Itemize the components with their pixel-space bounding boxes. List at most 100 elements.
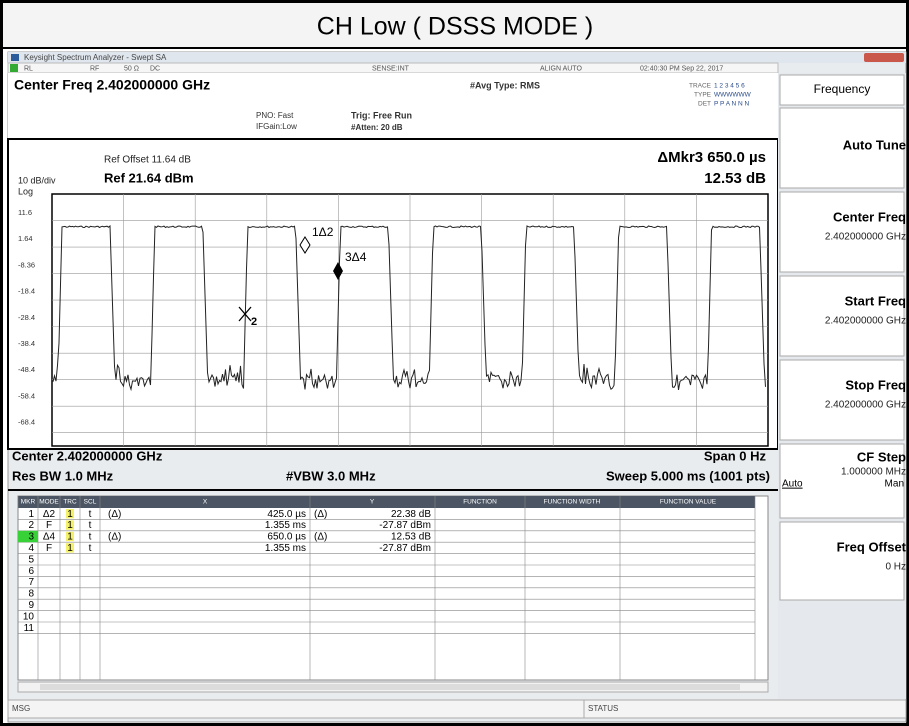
status: STATUS — [588, 704, 618, 713]
softkey[interactable] — [779, 107, 905, 189]
table-cell: 1 — [67, 532, 73, 543]
softkey-value: 2.402000000 GHz — [825, 400, 906, 411]
footer-center: Center 2.402000000 GHz — [12, 448, 163, 463]
softkey[interactable] — [779, 443, 905, 519]
softkey[interactable] — [779, 521, 905, 601]
table-cell: (Δ) — [314, 532, 327, 543]
status-item: DC — [150, 65, 160, 72]
table-cell: 650.0 µs — [267, 532, 306, 543]
status-item: RF — [90, 65, 99, 72]
title-band — [3, 3, 906, 47]
window-buttons[interactable] — [864, 53, 904, 62]
table-cell: 2 — [28, 520, 34, 531]
marker-label: 2 — [251, 316, 257, 328]
scale: 10 dB/div — [18, 175, 56, 185]
table-header-cell: MKR — [21, 499, 36, 506]
table-cell: t — [89, 543, 92, 554]
softkey-label: Center Freq — [833, 209, 906, 224]
table-header-cell: TRC — [63, 499, 77, 506]
pno: PNO: Fast — [256, 111, 294, 120]
table-cell: 6 — [28, 566, 34, 577]
trace-color — [66, 531, 74, 542]
window-title: Keysight Spectrum Analyzer - Swept SA — [24, 53, 167, 62]
trace-info-value: 1 2 3 4 5 6 — [714, 83, 745, 90]
marker-label: 3Δ4 — [345, 250, 367, 264]
trace — [52, 224, 766, 392]
table-cell: t — [89, 532, 92, 543]
y-axis-label: -48.4 — [18, 365, 35, 374]
y-axis-label: -18.4 — [18, 287, 35, 296]
softkey[interactable] — [779, 275, 905, 357]
table-header-cell: SCL — [84, 499, 97, 506]
table-cell: F — [46, 543, 52, 554]
table-header-cell: X — [203, 499, 208, 506]
trace-info-value: P P A N N N — [714, 101, 749, 108]
softkey-label: Auto Tune — [843, 137, 906, 152]
softkey-label: Stop Freq — [845, 377, 906, 392]
window-titlebar — [8, 52, 906, 63]
trace-color — [66, 520, 74, 530]
table-cell: 1 — [67, 543, 73, 554]
table-cell: t — [89, 509, 92, 520]
softkey-value: 1.000000 MHz — [841, 467, 906, 478]
softkey-option[interactable]: Man — [885, 479, 904, 490]
marker-2 — [238, 306, 252, 322]
table-cell: Δ2 — [43, 509, 56, 520]
status-item: ALIGN AUTO — [540, 65, 582, 72]
footer-span: Span 0 Hz — [704, 448, 767, 463]
trace-info-label: DET — [698, 101, 711, 108]
table-cell: (Δ) — [108, 509, 121, 520]
softkey[interactable] — [779, 191, 905, 273]
softkey-label: Start Freq — [845, 293, 906, 308]
trace-info-value: WWWWWW — [714, 92, 752, 99]
avg-type: #Avg Type: RMS — [470, 80, 540, 90]
footer-vbw: #VBW 3.0 MHz — [286, 468, 376, 483]
atten: #Atten: 20 dB — [351, 123, 403, 132]
y-axis-label: 11.6 — [18, 208, 32, 217]
marker-readout: ΔMkr3 650.0 µs — [657, 149, 766, 166]
status-item: 50 Ω — [124, 65, 139, 72]
softkey-label: Freq Offset — [837, 539, 907, 554]
ref-offset: Ref Offset 11.64 dB — [104, 155, 191, 166]
table-cell: 1.355 ms — [265, 543, 306, 554]
table-cell: 22.38 dB — [391, 509, 431, 520]
softkey-option[interactable]: Auto — [782, 479, 803, 490]
table-cell: 10 — [23, 611, 35, 622]
softkey[interactable] — [779, 359, 905, 441]
table-cell: 1 — [67, 509, 73, 520]
table-cell: t — [89, 520, 92, 531]
table-cell: 4 — [28, 543, 34, 554]
row-highlight — [18, 530, 38, 543]
table-cell: 3 — [28, 532, 34, 543]
softkey-value: 2.402000000 GHz — [825, 316, 906, 327]
y-axis-label: -8.36 — [18, 260, 35, 269]
table-cell: 1 — [28, 509, 34, 520]
y-axis-label: 1.64 — [18, 234, 33, 243]
marker-1 — [299, 236, 311, 254]
table-header-cell: Y — [370, 499, 375, 506]
y-axis-label: -38.4 — [18, 339, 35, 348]
footer-res-bw: Res BW 1.0 MHz — [12, 468, 114, 483]
softkey-menu — [779, 74, 905, 106]
trace-info-label: TRACE — [689, 83, 712, 90]
table-cell: 1 — [67, 520, 73, 531]
table-cell: (Δ) — [314, 509, 327, 520]
status-led — [10, 64, 18, 72]
table-cell: 11 — [24, 623, 35, 634]
table-header — [18, 496, 755, 508]
table-cell: -27.87 dBm — [379, 520, 431, 531]
status-item: 02:40:30 PM Sep 22, 2017 — [640, 65, 723, 72]
marker-3 — [333, 262, 343, 280]
table-cell: 7 — [28, 577, 34, 588]
footer-sweep: Sweep 5.000 ms (1001 pts) — [606, 468, 770, 483]
status-row-texts: RL RF 50 Ω DC SENSE:INT ALIGN AUTO 02:40:30 PM… — [24, 65, 723, 72]
table-header-cell: FUNCTION WIDTH — [544, 499, 601, 506]
trace-info-label: TYPE — [694, 92, 712, 99]
table-cell: -27.87 dBm — [379, 543, 431, 554]
status-item: SENSE:INT — [372, 65, 410, 72]
scroll-thumb[interactable] — [40, 684, 740, 690]
y-axis-label: -28.4 — [18, 313, 35, 322]
table-cell: (Δ) — [108, 532, 121, 543]
marker-label: 1Δ2 — [312, 225, 334, 239]
